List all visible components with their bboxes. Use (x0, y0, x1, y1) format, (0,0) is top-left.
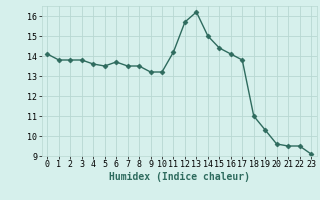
X-axis label: Humidex (Indice chaleur): Humidex (Indice chaleur) (109, 172, 250, 182)
